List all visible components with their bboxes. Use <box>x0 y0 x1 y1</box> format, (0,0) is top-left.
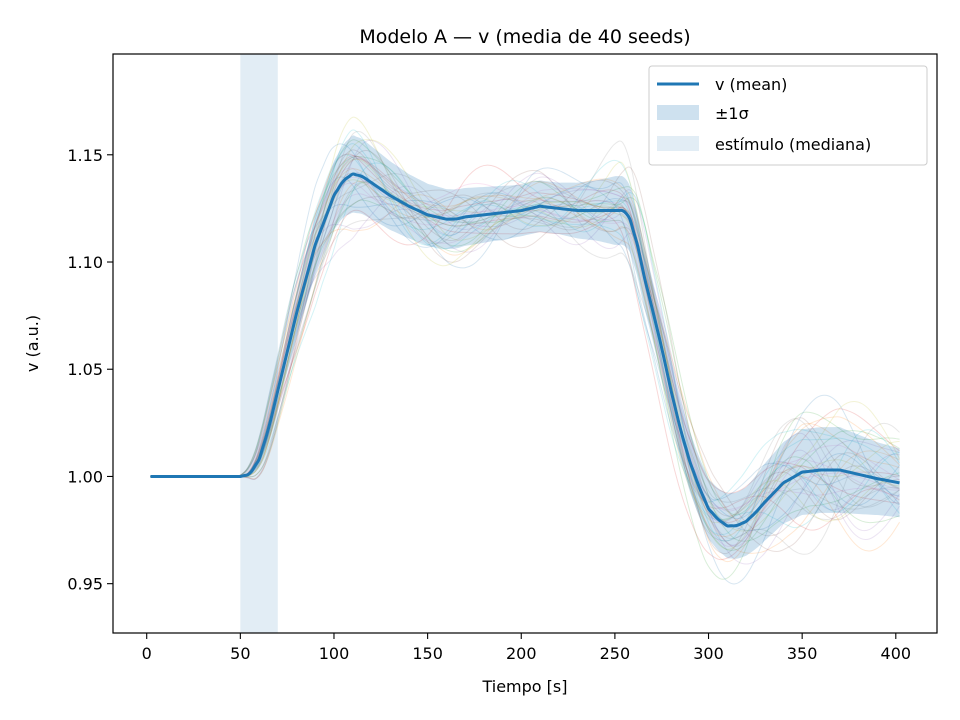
seed-trace <box>150 173 900 521</box>
legend-label-stimulus: estímulo (mediana) <box>715 135 871 154</box>
seed-trace <box>150 158 900 538</box>
legend-label-mean: v (mean) <box>715 75 787 94</box>
sigma-band <box>150 135 900 559</box>
y-tick-label: 1.10 <box>67 253 103 272</box>
stimulus-rect <box>240 54 278 633</box>
y-tick-label: 1.15 <box>67 146 103 165</box>
seed-traces <box>150 116 900 585</box>
legend-swatch-band <box>657 105 699 120</box>
seed-trace <box>150 116 900 524</box>
legend-swatch-stimulus <box>657 136 699 151</box>
y-axis-label: v (a.u.) <box>23 315 42 372</box>
mean-line <box>150 172 900 528</box>
seed-trace <box>150 170 900 555</box>
plot-frame <box>112 53 938 634</box>
x-tick-label: 150 <box>412 644 443 663</box>
sigma-band-area <box>150 135 900 559</box>
seed-trace <box>150 153 900 561</box>
seed-trace <box>150 156 900 524</box>
seed-trace <box>150 157 900 565</box>
x-tick-label: 300 <box>693 644 724 663</box>
seed-trace <box>150 181 900 542</box>
legend: v (mean) ±1σ estímulo (mediana) <box>648 65 928 166</box>
x-tick-label: 250 <box>600 644 631 663</box>
x-tick-label: 50 <box>230 644 250 663</box>
seed-trace <box>150 155 900 504</box>
y-tick-label: 1.00 <box>67 467 103 486</box>
seed-trace <box>150 172 900 505</box>
seed-trace <box>150 168 900 563</box>
seed-trace <box>150 179 900 532</box>
seed-trace <box>150 172 900 552</box>
seed-trace <box>150 196 900 524</box>
seed-trace <box>150 154 900 514</box>
seed-trace <box>150 139 900 523</box>
seed-trace <box>150 158 900 522</box>
seed-trace <box>150 162 900 542</box>
seed-trace <box>150 182 900 528</box>
x-tick-label: 350 <box>787 644 818 663</box>
seed-trace <box>150 130 900 555</box>
x-tick-label: 200 <box>506 644 537 663</box>
seed-trace <box>150 143 900 519</box>
y-tick-label: 1.05 <box>67 360 103 379</box>
stimulus-span <box>240 54 278 633</box>
chart-title: Modelo A — v (media de 40 seeds) <box>359 26 690 48</box>
seed-trace <box>150 178 900 554</box>
y-axis-ticks: 0.95 1.00 1.05 1.10 1.15 <box>67 146 113 594</box>
mean-series-line <box>150 172 900 528</box>
seed-trace <box>150 176 900 531</box>
seed-trace <box>150 149 900 521</box>
x-tick-label: 100 <box>319 644 350 663</box>
legend-label-band: ±1σ <box>715 104 749 123</box>
seed-trace <box>150 156 900 580</box>
y-tick-label: 0.95 <box>67 575 103 594</box>
seed-trace <box>150 129 900 529</box>
seed-trace <box>150 143 900 536</box>
x-axis-label: Tiempo [s] <box>481 677 567 696</box>
seed-trace <box>150 149 900 537</box>
legend-box <box>648 65 928 166</box>
x-axis-ticks: 0 50 100 150 200 250 300 350 400 <box>142 633 911 663</box>
seed-trace <box>150 164 900 531</box>
x-tick-label: 400 <box>881 644 912 663</box>
seed-trace <box>150 167 900 585</box>
x-tick-label: 0 <box>142 644 152 663</box>
seed-trace <box>150 176 900 547</box>
